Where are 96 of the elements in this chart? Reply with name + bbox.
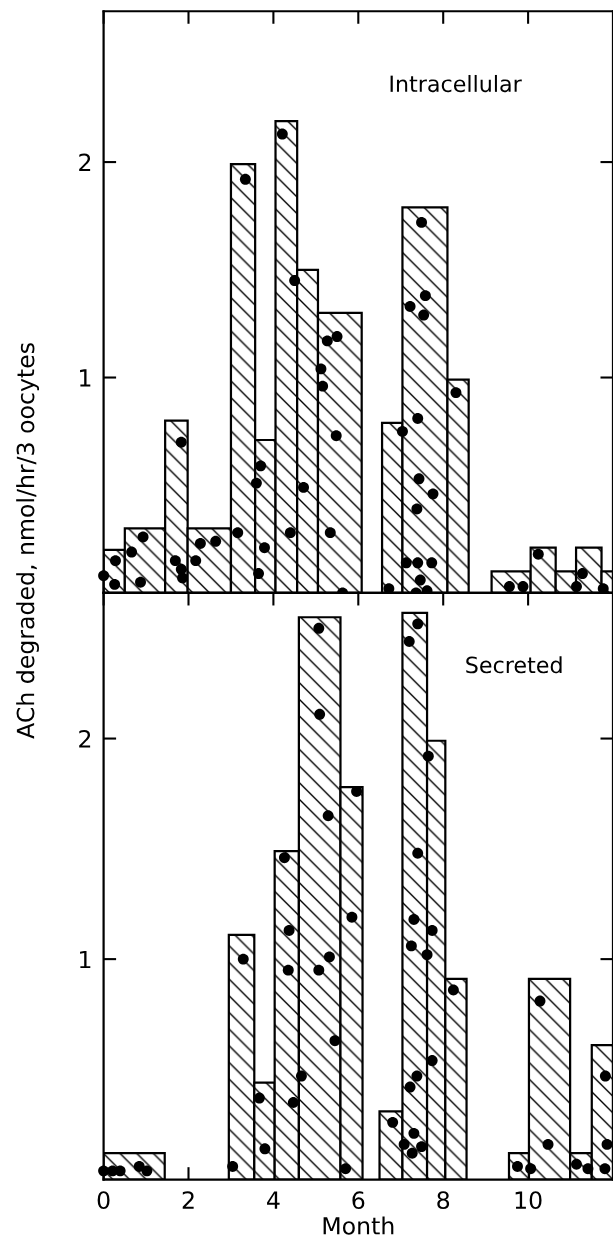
point (534, 995, 546, 1007)
point (110, 555, 121, 567)
point (450, 387, 462, 399)
point (408, 1127, 420, 1139)
x-tick-label: 2 (182, 1191, 194, 1209)
point (403, 636, 415, 647)
point (571, 581, 582, 592)
point (298, 481, 310, 493)
point (126, 546, 138, 558)
point (321, 335, 333, 347)
x-tick-label: 10 (515, 1191, 542, 1210)
y-tick-label: 2 (79, 730, 91, 748)
point (232, 527, 244, 539)
point (289, 275, 301, 287)
point (525, 1163, 537, 1175)
x-tick-label: 6 (352, 1191, 365, 1210)
point (98, 570, 110, 582)
point (517, 581, 529, 592)
point (323, 951, 335, 963)
point (137, 531, 149, 543)
point (282, 964, 294, 976)
y-tick-label: 2 (79, 153, 91, 172)
point (169, 555, 181, 567)
point (408, 913, 420, 925)
point (412, 618, 424, 630)
point (239, 173, 251, 185)
point (314, 708, 326, 720)
point (283, 924, 295, 936)
point (427, 488, 439, 500)
point (542, 1138, 554, 1150)
point (411, 1070, 423, 1082)
point (331, 331, 343, 343)
point (414, 574, 426, 586)
point (582, 1163, 594, 1175)
point (278, 852, 290, 864)
point (404, 1081, 416, 1093)
point (250, 477, 262, 489)
text: Secreted (466, 656, 562, 674)
point (313, 964, 325, 976)
point (422, 750, 434, 762)
point (426, 557, 438, 569)
point (406, 1147, 418, 1159)
point (255, 460, 267, 472)
point (340, 1163, 352, 1175)
point (276, 128, 288, 140)
point (329, 1035, 341, 1047)
point (387, 1116, 399, 1128)
point (398, 1138, 410, 1150)
point (576, 568, 588, 580)
point (295, 1070, 307, 1082)
point (599, 1163, 611, 1175)
y-axis-title: ACh degraded, nmol/hr/3 oocytes (16, 343, 40, 739)
point (313, 622, 325, 634)
text: Intracellular (390, 74, 522, 93)
point (346, 911, 358, 923)
point (412, 847, 424, 859)
x-tick-label: 4 (267, 1191, 280, 1209)
point (259, 1143, 271, 1155)
point (190, 555, 202, 567)
y-tick-label: 1 (80, 950, 91, 969)
point (413, 473, 425, 485)
point (412, 412, 424, 424)
point (601, 1138, 613, 1150)
point (418, 309, 430, 321)
point (109, 578, 121, 590)
point (404, 300, 416, 312)
point (315, 363, 327, 375)
point (447, 984, 459, 996)
point (599, 1070, 611, 1082)
point (532, 548, 544, 560)
point (210, 535, 222, 547)
point (416, 216, 428, 228)
point (284, 527, 296, 539)
y-tick-label: 1 (80, 369, 91, 387)
point (259, 542, 270, 554)
point (194, 537, 206, 549)
point (405, 940, 417, 952)
point (287, 1097, 299, 1108)
x-axis-title: Month (323, 1216, 394, 1235)
point (400, 557, 412, 569)
point (421, 949, 433, 961)
point (396, 425, 408, 437)
point (135, 576, 146, 588)
point (324, 527, 336, 539)
point (175, 436, 187, 448)
point (237, 953, 249, 965)
point (330, 430, 342, 442)
point (412, 557, 424, 569)
point (227, 1160, 239, 1172)
x-tick-label: 8 (437, 1191, 450, 1210)
point (141, 1165, 153, 1177)
point (411, 503, 423, 515)
point (419, 290, 431, 302)
point (253, 568, 265, 580)
point (322, 810, 334, 822)
x-tick-label: 0 (97, 1191, 110, 1210)
